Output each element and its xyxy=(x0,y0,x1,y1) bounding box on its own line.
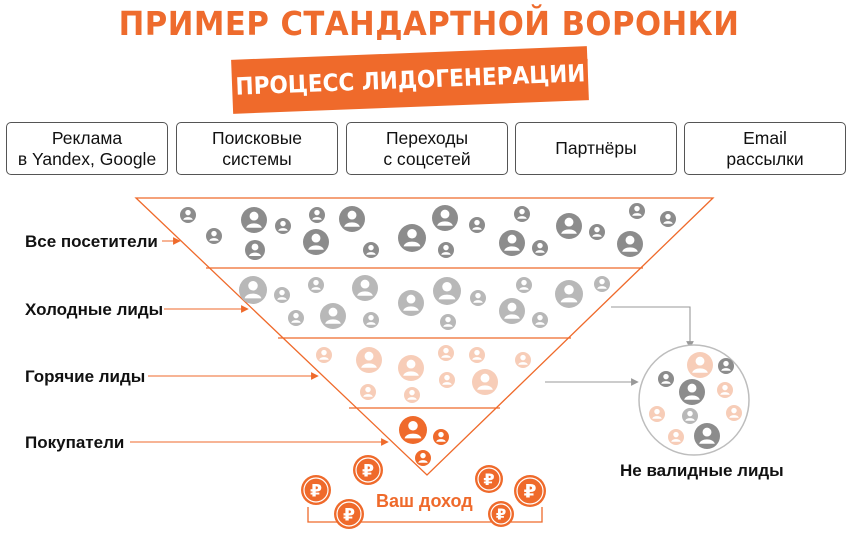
ruble-coin-icon: ₽ xyxy=(475,465,503,493)
invalid-arrow xyxy=(611,306,694,349)
user-icon xyxy=(660,211,676,227)
user-icon xyxy=(658,371,674,387)
user-icon xyxy=(726,405,742,421)
user-icon xyxy=(206,228,222,244)
user-icon xyxy=(717,382,733,398)
user-icon xyxy=(514,206,530,222)
ruble-coin-icon: ₽ xyxy=(334,499,364,529)
funnel-outline xyxy=(134,197,715,476)
user-icon xyxy=(352,275,378,301)
user-icon xyxy=(415,450,431,466)
user-icon xyxy=(469,347,485,363)
ruble-coin-icon: ₽ xyxy=(353,455,383,485)
user-icon xyxy=(433,277,461,305)
user-icon xyxy=(360,384,376,400)
user-icon xyxy=(682,408,698,424)
user-icon xyxy=(316,347,332,363)
user-icon xyxy=(399,416,427,444)
ruble-coin-icon: ₽ xyxy=(488,501,514,527)
user-icon xyxy=(356,347,382,373)
user-icon xyxy=(303,229,329,255)
svg-text:₽: ₽ xyxy=(310,481,322,501)
user-icon xyxy=(439,372,455,388)
level-label-cold-leads: Холодные лиды xyxy=(25,300,164,319)
user-icon xyxy=(718,358,734,374)
user-icon xyxy=(320,303,346,329)
user-icon xyxy=(516,277,532,293)
user-icon xyxy=(589,224,605,240)
user-icon xyxy=(245,240,265,260)
user-icon xyxy=(432,205,458,231)
level-label-hot-leads: Горячие лиды xyxy=(25,367,146,386)
user-icon xyxy=(274,287,290,303)
user-icon xyxy=(532,312,548,328)
source-email: Email рассылки xyxy=(684,122,846,175)
user-icon xyxy=(339,206,365,232)
user-icon xyxy=(398,224,426,252)
user-icon xyxy=(404,387,420,403)
user-icon xyxy=(629,203,645,219)
source-ads: Реклама в Yandex, Google xyxy=(6,122,168,175)
user-icon xyxy=(555,280,583,308)
user-icon xyxy=(363,312,379,328)
user-icon xyxy=(649,406,665,422)
user-icon xyxy=(309,207,325,223)
svg-text:₽: ₽ xyxy=(496,505,506,523)
source-partners: Партнёры xyxy=(515,122,677,175)
user-icon xyxy=(433,429,449,445)
user-icon xyxy=(438,242,454,258)
user-icon xyxy=(438,345,454,361)
user-icon xyxy=(440,314,456,330)
source-search: Поисковые системы xyxy=(176,122,338,175)
user-icon xyxy=(239,276,267,304)
user-icon xyxy=(499,298,525,324)
user-icon xyxy=(499,230,525,256)
user-icon xyxy=(470,290,486,306)
income-tray xyxy=(307,507,543,523)
ruble-coin-icon: ₽ xyxy=(301,475,331,505)
user-icon xyxy=(308,277,324,293)
svg-text:₽: ₽ xyxy=(362,461,374,481)
user-icon xyxy=(694,423,720,449)
ruble-coin-icon: ₽ xyxy=(514,475,546,507)
user-icon xyxy=(469,217,485,233)
level-label-all-visitors: Все посетители xyxy=(25,232,158,251)
user-icon xyxy=(180,207,196,223)
level-label-buyers: Покупатели xyxy=(25,433,125,452)
svg-text:₽: ₽ xyxy=(343,505,355,525)
user-icon xyxy=(532,240,548,256)
user-icon xyxy=(398,355,424,381)
user-icon xyxy=(472,369,498,395)
income-label: Ваш доход xyxy=(376,491,473,511)
user-icon xyxy=(617,231,643,257)
user-icon xyxy=(363,242,379,258)
source-social: Переходы с соцсетей xyxy=(346,122,508,175)
user-icon xyxy=(288,310,304,326)
user-icon xyxy=(668,429,684,445)
user-icon xyxy=(275,218,291,234)
invalid-leads-label: Не валидные лиды xyxy=(620,461,784,480)
svg-text:₽: ₽ xyxy=(483,470,494,489)
user-icon xyxy=(241,207,267,233)
user-icon xyxy=(556,213,582,239)
coins-layer: ₽₽₽₽₽₽ xyxy=(301,455,546,529)
user-icon xyxy=(687,352,713,378)
user-icon xyxy=(679,379,705,405)
svg-text:₽: ₽ xyxy=(524,482,537,503)
user-icon xyxy=(515,352,531,368)
user-icon xyxy=(594,276,610,292)
user-icon xyxy=(398,290,424,316)
